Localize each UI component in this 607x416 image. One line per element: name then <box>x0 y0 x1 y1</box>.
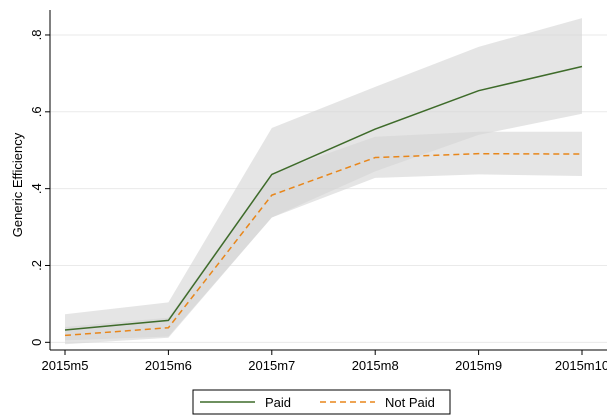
y-tick-label: .4 <box>29 183 44 194</box>
x-tick-label: 2015m9 <box>455 358 502 373</box>
y-tick-label: .6 <box>29 106 44 117</box>
series-line <box>64 152 583 337</box>
legend-label: Not Paid <box>385 395 435 410</box>
y-axis-label: Generic Efficiency <box>10 132 25 237</box>
y-tick-label: .2 <box>29 260 44 271</box>
series-line <box>64 65 583 331</box>
x-tick-label: 2015m8 <box>352 358 399 373</box>
y-tick-label: 0 <box>29 339 44 346</box>
x-tick-label: 2015m5 <box>42 358 89 373</box>
x-tick-label: 2015m10 <box>555 358 607 373</box>
x-tick-label: 2015m7 <box>248 358 295 373</box>
confidence-band <box>65 131 582 345</box>
y-tick-label: .8 <box>29 30 44 41</box>
x-tick-label: 2015m6 <box>145 358 192 373</box>
legend-label: Paid <box>265 395 291 410</box>
